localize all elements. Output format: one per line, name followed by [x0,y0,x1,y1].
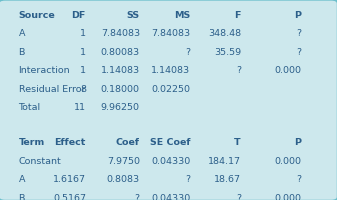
Text: MS: MS [174,11,190,20]
Text: P: P [295,11,302,20]
Text: 0.80083: 0.80083 [101,48,140,57]
Text: 1: 1 [80,29,86,38]
Text: Coef: Coef [116,138,140,147]
Text: DF: DF [71,11,86,20]
Text: Interaction: Interaction [19,66,70,75]
Text: 1.14083: 1.14083 [101,66,140,75]
Text: Total: Total [19,103,41,112]
Text: ?: ? [135,194,140,200]
Text: A: A [19,29,25,38]
Text: A: A [19,175,25,184]
Text: 184.17: 184.17 [208,157,241,166]
Text: 1: 1 [80,66,86,75]
Text: B: B [19,194,25,200]
Text: 0.02250: 0.02250 [151,85,190,94]
Text: 0.8083: 0.8083 [107,175,140,184]
Text: Residual Error: Residual Error [19,85,85,94]
Text: 348.48: 348.48 [208,29,241,38]
Text: SE Coef: SE Coef [150,138,190,147]
Text: ?: ? [297,48,302,57]
Text: 9.96250: 9.96250 [101,103,140,112]
Text: 0.04330: 0.04330 [151,194,190,200]
Text: ?: ? [297,175,302,184]
Text: Constant: Constant [19,157,61,166]
Text: 8: 8 [80,85,86,94]
Text: SS: SS [127,11,140,20]
Text: T: T [234,138,241,147]
Text: 0.04330: 0.04330 [151,157,190,166]
Text: 0.5167: 0.5167 [53,194,86,200]
Text: 18.67: 18.67 [214,175,241,184]
Text: 1: 1 [80,48,86,57]
Text: 7.84083: 7.84083 [101,29,140,38]
Text: 7.9750: 7.9750 [107,157,140,166]
Text: 0.18000: 0.18000 [101,85,140,94]
Text: 1.6167: 1.6167 [53,175,86,184]
Text: 35.59: 35.59 [214,48,241,57]
Text: Term: Term [19,138,45,147]
Text: ?: ? [236,66,241,75]
Text: 11: 11 [74,103,86,112]
Text: 1.14083: 1.14083 [151,66,190,75]
Text: ?: ? [297,29,302,38]
Text: P: P [295,138,302,147]
Text: ?: ? [185,175,190,184]
Text: 0.000: 0.000 [275,194,302,200]
Text: 0.000: 0.000 [275,157,302,166]
Text: 0.000: 0.000 [275,66,302,75]
Text: B: B [19,48,25,57]
Text: Effect: Effect [55,138,86,147]
Text: Source: Source [19,11,55,20]
Text: F: F [235,11,241,20]
Text: 7.84083: 7.84083 [151,29,190,38]
Text: ?: ? [236,194,241,200]
Text: ?: ? [185,48,190,57]
